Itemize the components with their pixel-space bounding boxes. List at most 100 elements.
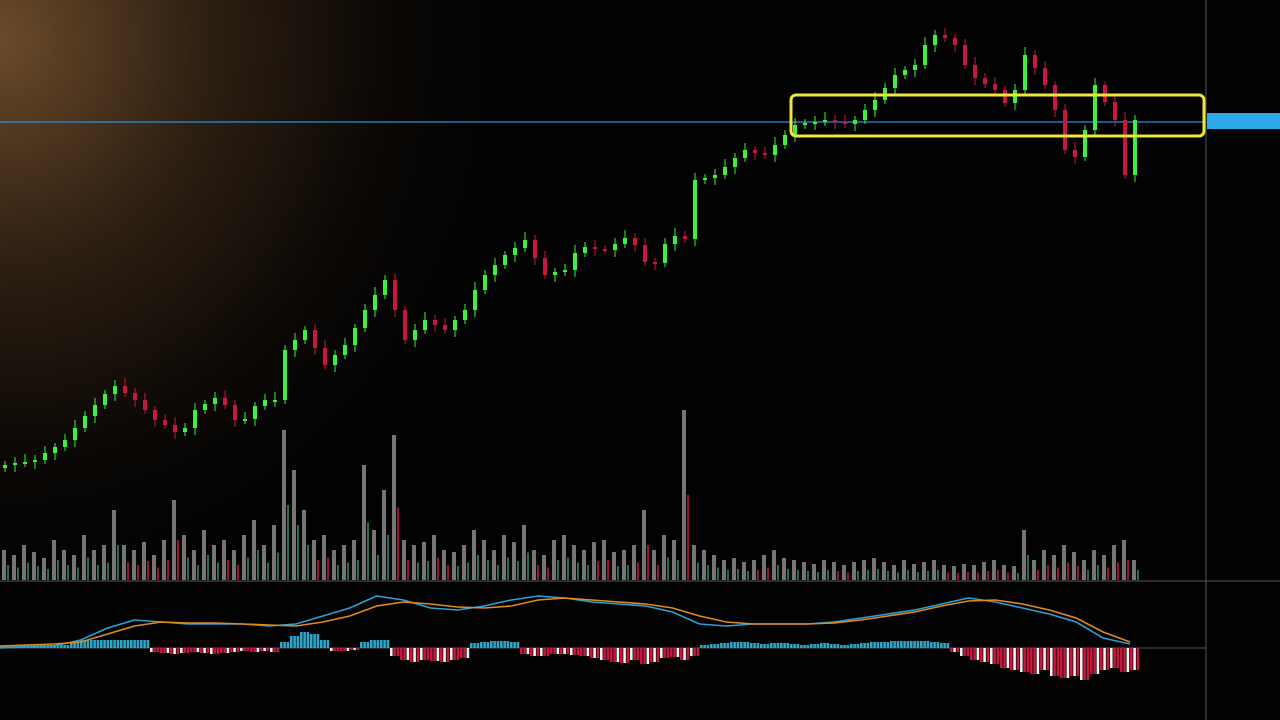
histogram-bar	[210, 648, 213, 654]
histogram-bar	[353, 648, 356, 650]
histogram-bar	[193, 648, 196, 652]
candle-body	[33, 460, 37, 462]
histogram-bar	[883, 642, 886, 648]
histogram-bar	[690, 648, 693, 656]
histogram-bar	[450, 648, 453, 660]
histogram-bar	[1000, 648, 1003, 668]
histogram-bar	[253, 648, 256, 652]
volume-bar	[337, 565, 339, 580]
histogram-bar	[680, 648, 683, 660]
candle-body	[1123, 120, 1127, 175]
candle-body	[523, 240, 527, 248]
volume-bar	[867, 570, 869, 580]
histogram-bar	[480, 642, 483, 648]
histogram-bar	[370, 640, 373, 648]
histogram-bar	[76, 642, 80, 648]
histogram-bar	[733, 642, 736, 648]
volume-bar	[217, 562, 219, 580]
volume-bar	[627, 565, 629, 580]
candle-body	[1093, 85, 1097, 130]
histogram-bar	[863, 643, 866, 648]
histogram-bar	[930, 642, 933, 648]
histogram-bar	[980, 648, 983, 662]
histogram-bar	[563, 648, 566, 654]
histogram-bar	[1130, 648, 1133, 670]
histogram-bar	[233, 648, 236, 652]
histogram-bar	[453, 648, 456, 660]
candle-body	[593, 247, 597, 249]
volume-bar	[1132, 560, 1136, 580]
histogram-bar	[350, 648, 353, 650]
volume-bar	[777, 565, 779, 580]
volume-bar	[207, 555, 209, 580]
volume-bar	[997, 570, 999, 580]
candle-body	[683, 236, 687, 239]
histogram-bar	[130, 640, 133, 648]
highlight-box	[789, 93, 1206, 138]
histogram-bar	[333, 648, 336, 651]
histogram-bar	[870, 642, 873, 648]
volume-bar	[637, 562, 639, 580]
histogram-bar	[300, 632, 303, 648]
volume-bar	[1047, 565, 1049, 580]
histogram-bar	[536, 648, 540, 656]
volume-bar	[262, 545, 266, 580]
histogram-bar	[960, 648, 963, 656]
histogram-bar	[783, 643, 786, 648]
volume-bar	[2, 550, 6, 580]
volume-bar	[632, 545, 636, 580]
histogram-bar	[643, 648, 646, 664]
histogram-bar	[620, 648, 623, 663]
histogram-bar	[1063, 648, 1066, 678]
candle-body	[933, 35, 937, 45]
volume-bar	[982, 562, 986, 580]
histogram-bar	[693, 648, 696, 656]
candle-body	[1063, 110, 1067, 150]
histogram-bar	[1113, 648, 1116, 668]
histogram-bar	[510, 642, 513, 648]
histogram-bar	[730, 642, 733, 648]
histogram-bar	[173, 648, 176, 654]
volume-bar	[1007, 572, 1009, 580]
histogram-bar	[1016, 648, 1020, 670]
volume-bar	[187, 557, 189, 580]
histogram-bar	[953, 648, 956, 652]
histogram-bar	[970, 648, 973, 660]
volume-bar	[122, 545, 126, 580]
histogram-bar	[593, 648, 596, 658]
volume-bar	[932, 560, 936, 580]
histogram-bar	[286, 642, 290, 648]
volume-bar	[552, 540, 556, 580]
histogram-bar	[723, 643, 726, 648]
volume-bar	[127, 562, 129, 580]
candle-body	[193, 410, 197, 428]
candle-body	[843, 122, 847, 124]
histogram-bar	[993, 648, 996, 664]
candle-body	[43, 453, 47, 460]
volume-bar	[422, 542, 426, 580]
volume-bar	[12, 555, 16, 580]
candle-body	[703, 178, 707, 180]
volume-bar	[1102, 555, 1106, 580]
histogram-bar	[610, 648, 613, 662]
volume-bar	[397, 507, 399, 580]
volume-bar	[412, 545, 416, 580]
candle-body	[403, 310, 407, 340]
volume-bar	[92, 550, 96, 580]
volume-bar	[382, 490, 386, 580]
histogram-bar	[363, 642, 366, 648]
volume-bar	[482, 540, 486, 580]
histogram-bar	[470, 643, 473, 648]
histogram-bar	[770, 643, 773, 648]
histogram-bar	[326, 640, 330, 648]
histogram-bar	[1136, 648, 1140, 670]
histogram-bar	[410, 648, 413, 662]
volume-bar	[377, 555, 379, 580]
candle-body	[893, 75, 897, 88]
histogram-bar	[880, 642, 883, 648]
histogram-bar	[153, 648, 156, 652]
histogram-bar	[873, 642, 876, 648]
histogram-bar	[1013, 648, 1016, 670]
